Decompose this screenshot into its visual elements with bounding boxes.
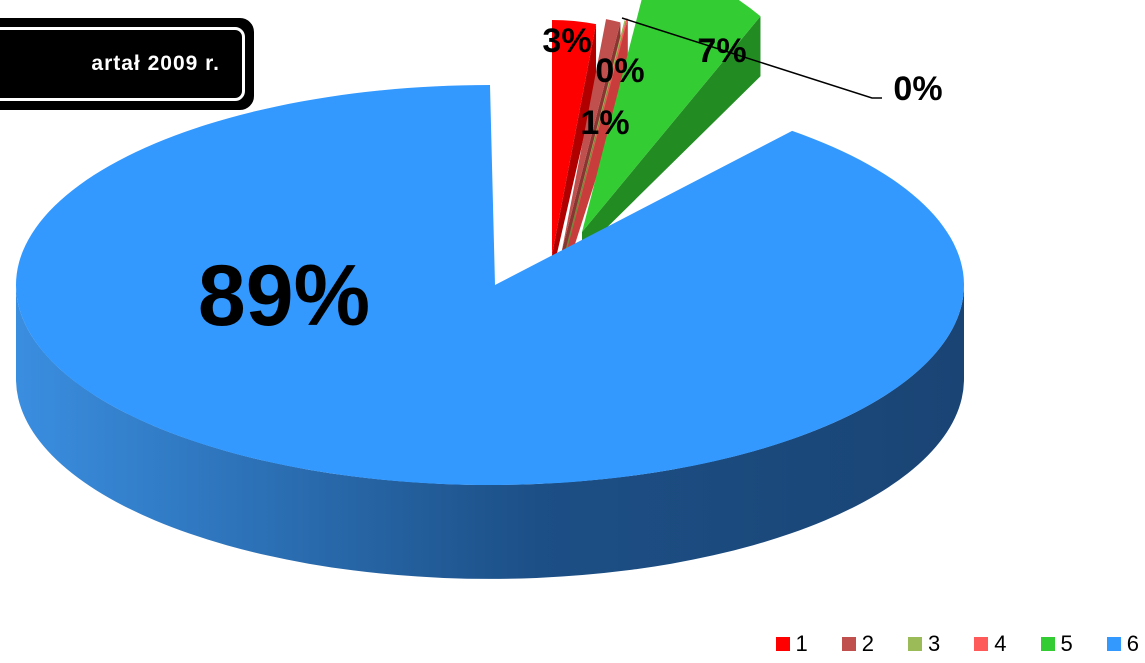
legend-swatch <box>1106 637 1121 651</box>
legend-item-4: 4 <box>974 631 1007 657</box>
legend-swatch <box>1040 637 1055 651</box>
legend-label: 2 <box>861 631 874 656</box>
slice-side-5 <box>582 16 761 253</box>
legend-label: 3 <box>928 631 941 656</box>
slice-side-6 <box>16 285 964 579</box>
legend-swatch <box>974 637 989 651</box>
legend-label: 6 <box>1126 631 1139 656</box>
legend-label: 4 <box>994 631 1007 656</box>
slice-6 <box>15 85 965 485</box>
legend-label: 1 <box>795 631 808 656</box>
legend-swatch <box>775 637 790 651</box>
slice-4 <box>568 18 628 246</box>
slice-5 <box>582 0 761 232</box>
slice-side-1 <box>552 24 597 276</box>
legend-label: 5 <box>1060 631 1073 656</box>
legend-item-6: 6 <box>1106 631 1139 657</box>
leader-line <box>621 17 882 99</box>
data-label-6: 89% <box>198 248 370 344</box>
data-label-5: 7% <box>697 32 746 70</box>
chart-title: artał 2009 r. <box>91 52 220 75</box>
legend-item-2: 2 <box>841 631 874 657</box>
slice-2 <box>562 19 621 251</box>
data-label-1: 3% <box>542 22 591 60</box>
legend-item-1: 1 <box>775 631 808 657</box>
chart-legend: 1 2 3 4 5 6 <box>775 631 1139 657</box>
data-label-2: 1% <box>580 104 629 142</box>
chart-title-box: artał 2009 r. <box>0 18 254 110</box>
legend-swatch <box>908 637 922 651</box>
slice-3 <box>566 20 626 248</box>
legend-item-3: 3 <box>908 631 940 657</box>
slice-1 <box>552 20 597 255</box>
data-label-4: 0% <box>893 70 942 108</box>
slice-side-4 <box>568 18 628 267</box>
legend-item-5: 5 <box>1040 631 1073 657</box>
data-label-3: 0% <box>595 52 644 90</box>
legend-swatch <box>841 637 856 651</box>
